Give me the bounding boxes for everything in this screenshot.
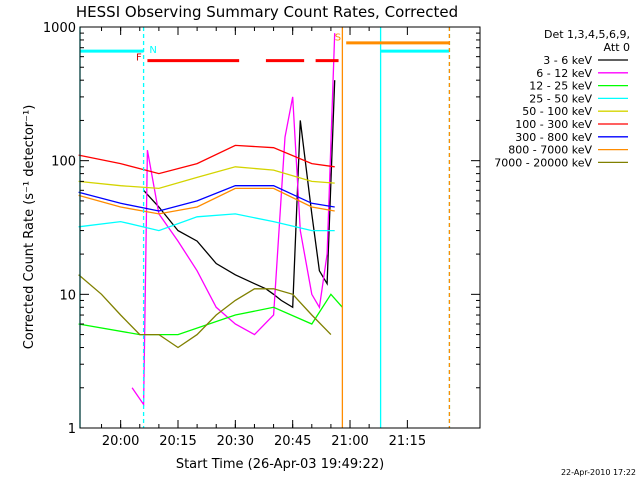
legend-label-0: 3 - 6 keV [543,54,592,67]
flag-layer: NF S [79,27,451,428]
y-tick-label-0: 1 [68,422,76,437]
x-tick-label-3: 20:45 [274,434,311,449]
x-tick-label-2: 20:30 [217,434,254,449]
legend-label-1: 6 - 12 keV [536,67,592,80]
flare-flag-label: F [136,53,142,64]
x-axis-label: Start Time (26-Apr-03 19:49:22) [176,457,384,472]
series-line-5 [78,144,335,175]
series-line-1 [131,33,336,407]
legend-header-2: Att 0 [604,41,630,54]
series-line-6 [78,185,335,212]
legend-label-2: 12 - 25 keV [529,80,592,93]
legend-label-7: 800 - 7000 keV [508,144,592,157]
series-line-7 [78,187,335,215]
x-tick-label-1: 20:15 [159,434,196,449]
series-line-0 [143,80,336,309]
timestamp: 22-Apr-2010 17:22 [561,468,636,477]
x-tick-label-5: 21:15 [389,434,426,449]
y-tick-label-1: 10 [59,288,76,303]
y-axis-label-text: Corrected Count Rate (s⁻¹ detector⁻¹) [22,105,37,350]
series-line-3 [78,213,335,232]
series-line-2 [78,293,343,336]
y-tick-label-2: 100 [51,155,76,170]
x-tick-label-4: 21:00 [331,434,368,449]
plot-frame [79,26,481,429]
legend-label-8: 7000 - 20000 keV [494,156,592,169]
saa-flag-label: S [335,33,341,44]
night-flag-label: N [149,45,156,56]
chart-title: HESSI Observing Summary Count Rates, Cor… [76,3,458,21]
series-line-4 [78,166,335,190]
legend-header-1: Det 1,3,4,5,6,9, [544,28,630,41]
series-layer [78,33,343,407]
legend-label-3: 25 - 50 keV [529,92,592,105]
series-line-8 [78,274,332,349]
axis-layer: 20:00 20:15 20:30 20:45 21:00 21:15 1 10 100 1000 [43,21,480,449]
legend-label-4: 50 - 100 keV [522,105,592,118]
y-axis-label: Corrected Count Rate (s⁻¹ detector⁻¹) [22,105,37,350]
y-tick-label-3: 1000 [43,21,76,36]
legend-label-6: 300 - 800 keV [515,131,592,144]
legend-label-5: 100 - 300 keV [515,118,592,131]
x-tick-label-0: 20:00 [102,434,139,449]
